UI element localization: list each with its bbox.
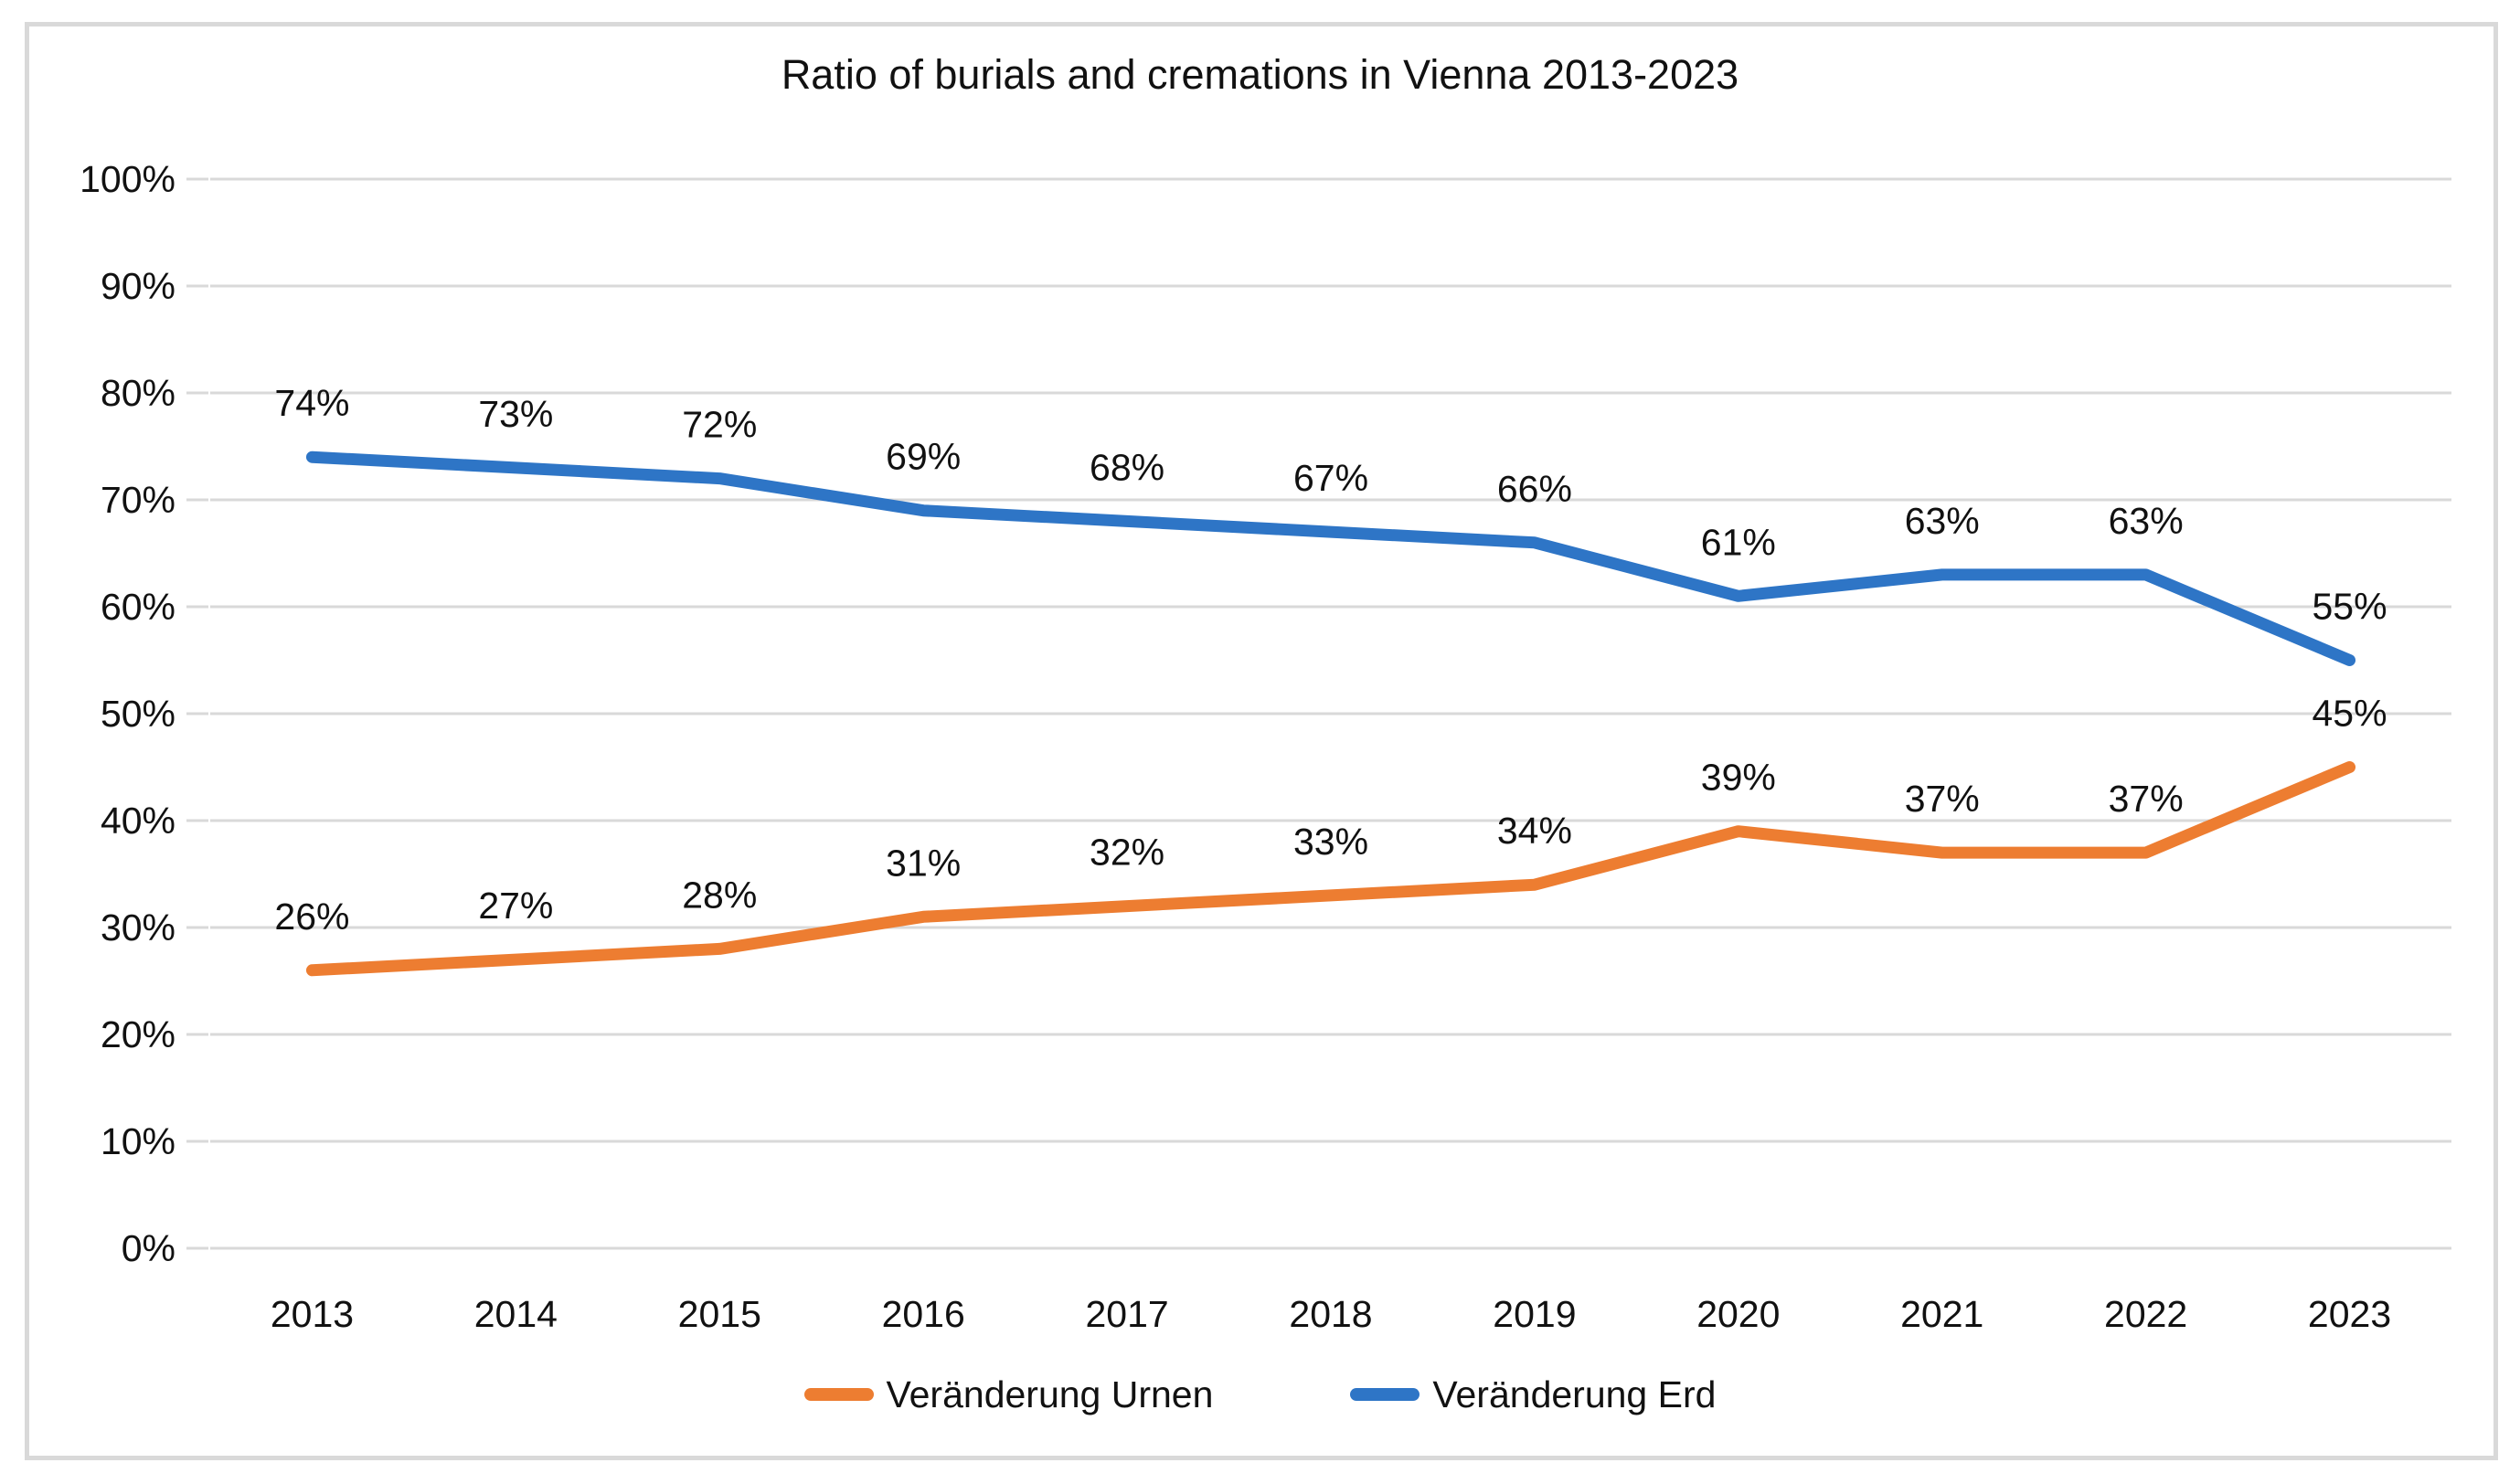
y-axis-tick-label: 10% <box>101 1120 175 1162</box>
x-axis-tick-label: 2016 <box>882 1293 965 1335</box>
x-axis-tick-label: 2023 <box>2308 1293 2391 1335</box>
x-axis-tick-label: 2021 <box>1900 1293 1983 1335</box>
legend-label-urnen: Veränderung Urnen <box>886 1373 1214 1415</box>
data-label: 72% <box>682 404 757 446</box>
data-label: 69% <box>886 436 961 478</box>
y-axis-tick-label: 90% <box>101 265 175 307</box>
data-label: 33% <box>1293 821 1368 863</box>
legend-item-veraenderung-erd: Veränderung Erd <box>1350 1373 1716 1416</box>
y-axis-labels-group: 0% 10% 20% 30% 40% 50% 60% 70% 80% 90% 100% <box>80 158 175 1269</box>
data-labels-group-urnen: 26% 27% 28% 31% 32% 33% 34% 39% 37% 37% 45% <box>274 693 2387 938</box>
y-axis-tick-label: 30% <box>101 906 175 949</box>
data-label: 26% <box>274 896 349 938</box>
gridlines-group <box>210 177 2451 1250</box>
data-label: 27% <box>478 885 553 927</box>
legend-swatch-erd-icon <box>1350 1388 1420 1401</box>
series-line-veraenderung-urnen <box>305 761 2356 977</box>
data-label: 37% <box>1905 778 1980 820</box>
y-axis-tick-label: 70% <box>101 479 175 521</box>
x-axis-tick-label: 2014 <box>474 1293 558 1335</box>
data-label: 67% <box>1293 457 1368 499</box>
series-line-veraenderung-erd <box>305 450 2356 666</box>
data-label: 31% <box>886 842 961 884</box>
y-axis-tick-label: 0% <box>122 1227 175 1269</box>
legend-swatch-urnen-icon <box>803 1388 874 1401</box>
x-axis-tick-label: 2013 <box>271 1293 354 1335</box>
chart-legend: Veränderung Urnen Veränderung Erd <box>0 1367 2520 1422</box>
data-label: 66% <box>1497 468 1572 510</box>
legend-label-erd: Veränderung Erd <box>1432 1373 1717 1415</box>
data-label: 28% <box>682 874 757 916</box>
data-label: 39% <box>1701 757 1776 799</box>
legend-item-veraenderung-urnen: Veränderung Urnen <box>803 1373 1214 1416</box>
data-label: 34% <box>1497 810 1572 852</box>
x-axis-tick-label: 2019 <box>1493 1293 1576 1335</box>
x-axis-tick-label: 2017 <box>1085 1293 1168 1335</box>
y-axis-tick-label: 60% <box>101 586 175 628</box>
y-axis-ticks-group <box>186 177 208 1250</box>
data-label: 63% <box>2109 500 2184 542</box>
x-axis-labels-group: 2013 2014 2015 2016 2017 2018 2019 2020 2021 2022… <box>271 1293 2391 1335</box>
y-axis-tick-label: 50% <box>101 693 175 735</box>
data-label: 45% <box>2313 693 2387 735</box>
data-label: 37% <box>2109 778 2184 820</box>
data-label: 68% <box>1090 446 1164 488</box>
data-labels-group-erd: 74% 73% 72% 69% 68% 67% 66% 61% 63% 63% 55% <box>274 382 2387 627</box>
y-axis-tick-label: 100% <box>80 158 175 200</box>
data-label: 55% <box>2313 586 2387 628</box>
y-axis-tick-label: 40% <box>101 800 175 842</box>
chart-frame <box>25 22 2498 1460</box>
data-label: 73% <box>478 393 553 435</box>
data-label: 32% <box>1090 832 1164 874</box>
data-label: 74% <box>274 382 349 424</box>
chart-title: Ratio of burials and cremations in Vienn… <box>781 51 1739 98</box>
x-axis-tick-label: 2015 <box>678 1293 761 1335</box>
x-axis-tick-label: 2022 <box>2104 1293 2187 1335</box>
data-label: 63% <box>1905 500 1980 542</box>
y-axis-tick-label: 20% <box>101 1013 175 1055</box>
y-axis-tick-label: 80% <box>101 372 175 414</box>
data-label: 61% <box>1701 521 1776 563</box>
x-axis-tick-label: 2020 <box>1696 1293 1780 1335</box>
x-axis-tick-label: 2018 <box>1289 1293 1372 1335</box>
